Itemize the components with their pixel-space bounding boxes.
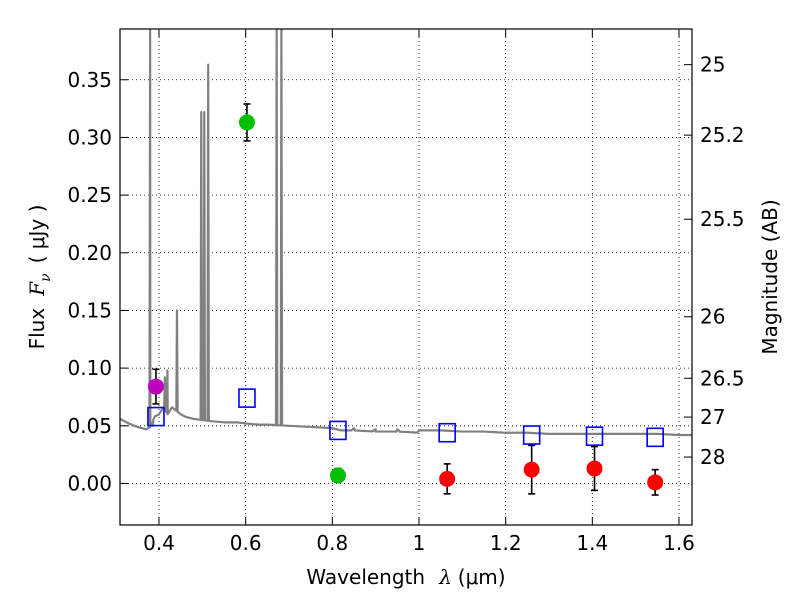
observed-flux-marker [329, 467, 346, 484]
x-tick-label: 1.6 [663, 531, 695, 555]
x-axis-label-unit: (μm) [458, 565, 506, 589]
observed-point [238, 103, 255, 142]
mag-tick-label: 28 [700, 445, 725, 469]
y-axis-label: Flux Fν ( μJy ) [25, 205, 54, 350]
mag-tick-label: 27 [700, 405, 725, 429]
axes-frame [119, 28, 693, 526]
observed-point [147, 368, 164, 405]
model-flux-marker [147, 406, 165, 427]
y-axis-label-prefix: Flux [25, 308, 49, 350]
y-tick-label: 0.35 [67, 68, 112, 92]
observed-flux-marker [439, 470, 456, 487]
mag-tick-label: 25.5 [700, 207, 745, 231]
x-axis-label: Wavelength λ (μm) [306, 565, 505, 589]
template-spectrum-line [120, 29, 692, 437]
observed-point [439, 463, 456, 495]
x-tick-label: 0.4 [143, 531, 175, 555]
observed-flux-marker [586, 460, 603, 477]
mag-tick-label: 26.5 [700, 366, 745, 390]
model-flux-marker [522, 425, 541, 445]
x-tick-label: 0.6 [230, 531, 262, 555]
y2-axis-label: Magnitude (AB) [758, 199, 782, 354]
x-tick-label: 1.2 [490, 531, 522, 555]
y-tick-label: 0.00 [67, 471, 112, 495]
mag-tick-label: 25.2 [700, 123, 745, 147]
x-tick-label: 1 [413, 531, 426, 555]
y-axis-label-symbol: F [25, 281, 49, 297]
observed-point [647, 468, 664, 496]
y-axis-label-subscript: ν [38, 273, 54, 282]
model-flux-marker [238, 388, 256, 408]
x-axis-label-symbol: λ [438, 565, 452, 589]
x-axis-label-prefix: Wavelength [306, 565, 425, 589]
x-tick-label: 0.8 [316, 531, 348, 555]
model-flux-marker [646, 427, 664, 448]
y-tick-label: 0.05 [67, 414, 112, 438]
plot-area [120, 29, 692, 496]
axes: 0.4 0.6 0.8 1 1.2 1.4 1.6 0.00 0.05 0.10 0.15 0.20 0… [67, 28, 745, 555]
y-tick-label: 0.25 [67, 183, 112, 207]
model-flux-marker [585, 426, 604, 446]
observed-point [586, 445, 603, 492]
observed-flux-marker [147, 378, 164, 395]
observed-point [523, 444, 540, 495]
grid [120, 29, 692, 525]
mag-tick-label: 26 [700, 305, 725, 329]
observed-flux-marker [238, 114, 255, 131]
y-tick-label: 0.20 [67, 241, 112, 265]
observed-point [329, 467, 346, 484]
model-flux-marker [438, 422, 456, 443]
model-flux-marker [329, 420, 347, 441]
mag-tick-label: 25 [700, 53, 725, 77]
y-tick-label: 0.30 [67, 125, 112, 149]
y-axis-label-unit: ( μJy ) [25, 205, 49, 264]
x-tick-label: 1.4 [576, 531, 608, 555]
observed-flux-marker [523, 461, 540, 478]
observed-flux-marker [647, 474, 664, 491]
y-tick-label: 0.10 [67, 356, 112, 380]
y-tick-label: 0.15 [67, 298, 112, 322]
